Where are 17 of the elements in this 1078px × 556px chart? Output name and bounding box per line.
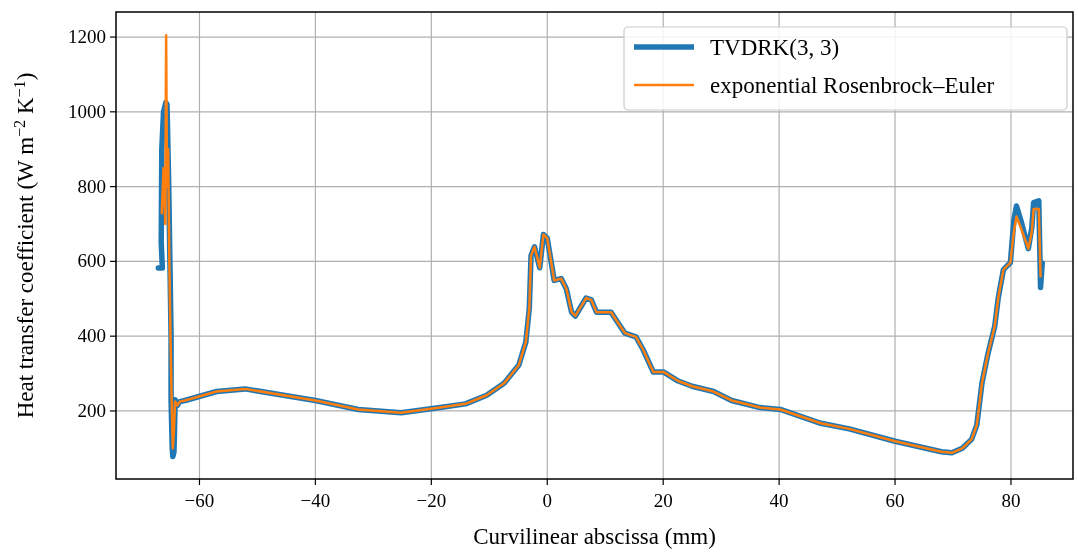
- legend-label: TVDRK(3, 3): [710, 35, 840, 60]
- x-tick-label: 60: [885, 490, 905, 511]
- x-axis-title: Curvilinear abscissa (mm): [473, 524, 716, 549]
- x-tick-label: 0: [542, 490, 553, 511]
- y-tick-label: 1200: [68, 26, 106, 48]
- x-tick-label: 40: [769, 490, 789, 511]
- x-tick-label: −60: [184, 490, 215, 511]
- y-tick-label: 600: [77, 250, 106, 272]
- x-tick-label: 20: [653, 490, 673, 511]
- y-tick-label: 800: [77, 175, 106, 197]
- x-tick-label: 80: [1001, 490, 1021, 511]
- x-tick-label: −20: [416, 490, 447, 511]
- x-tick-label: −40: [300, 490, 331, 511]
- y-tick-label: 200: [77, 399, 106, 421]
- legend-label: exponential Rosenbrock–Euler: [710, 73, 995, 98]
- y-tick-label: 1000: [68, 100, 106, 122]
- y-tick-label: 400: [77, 325, 106, 347]
